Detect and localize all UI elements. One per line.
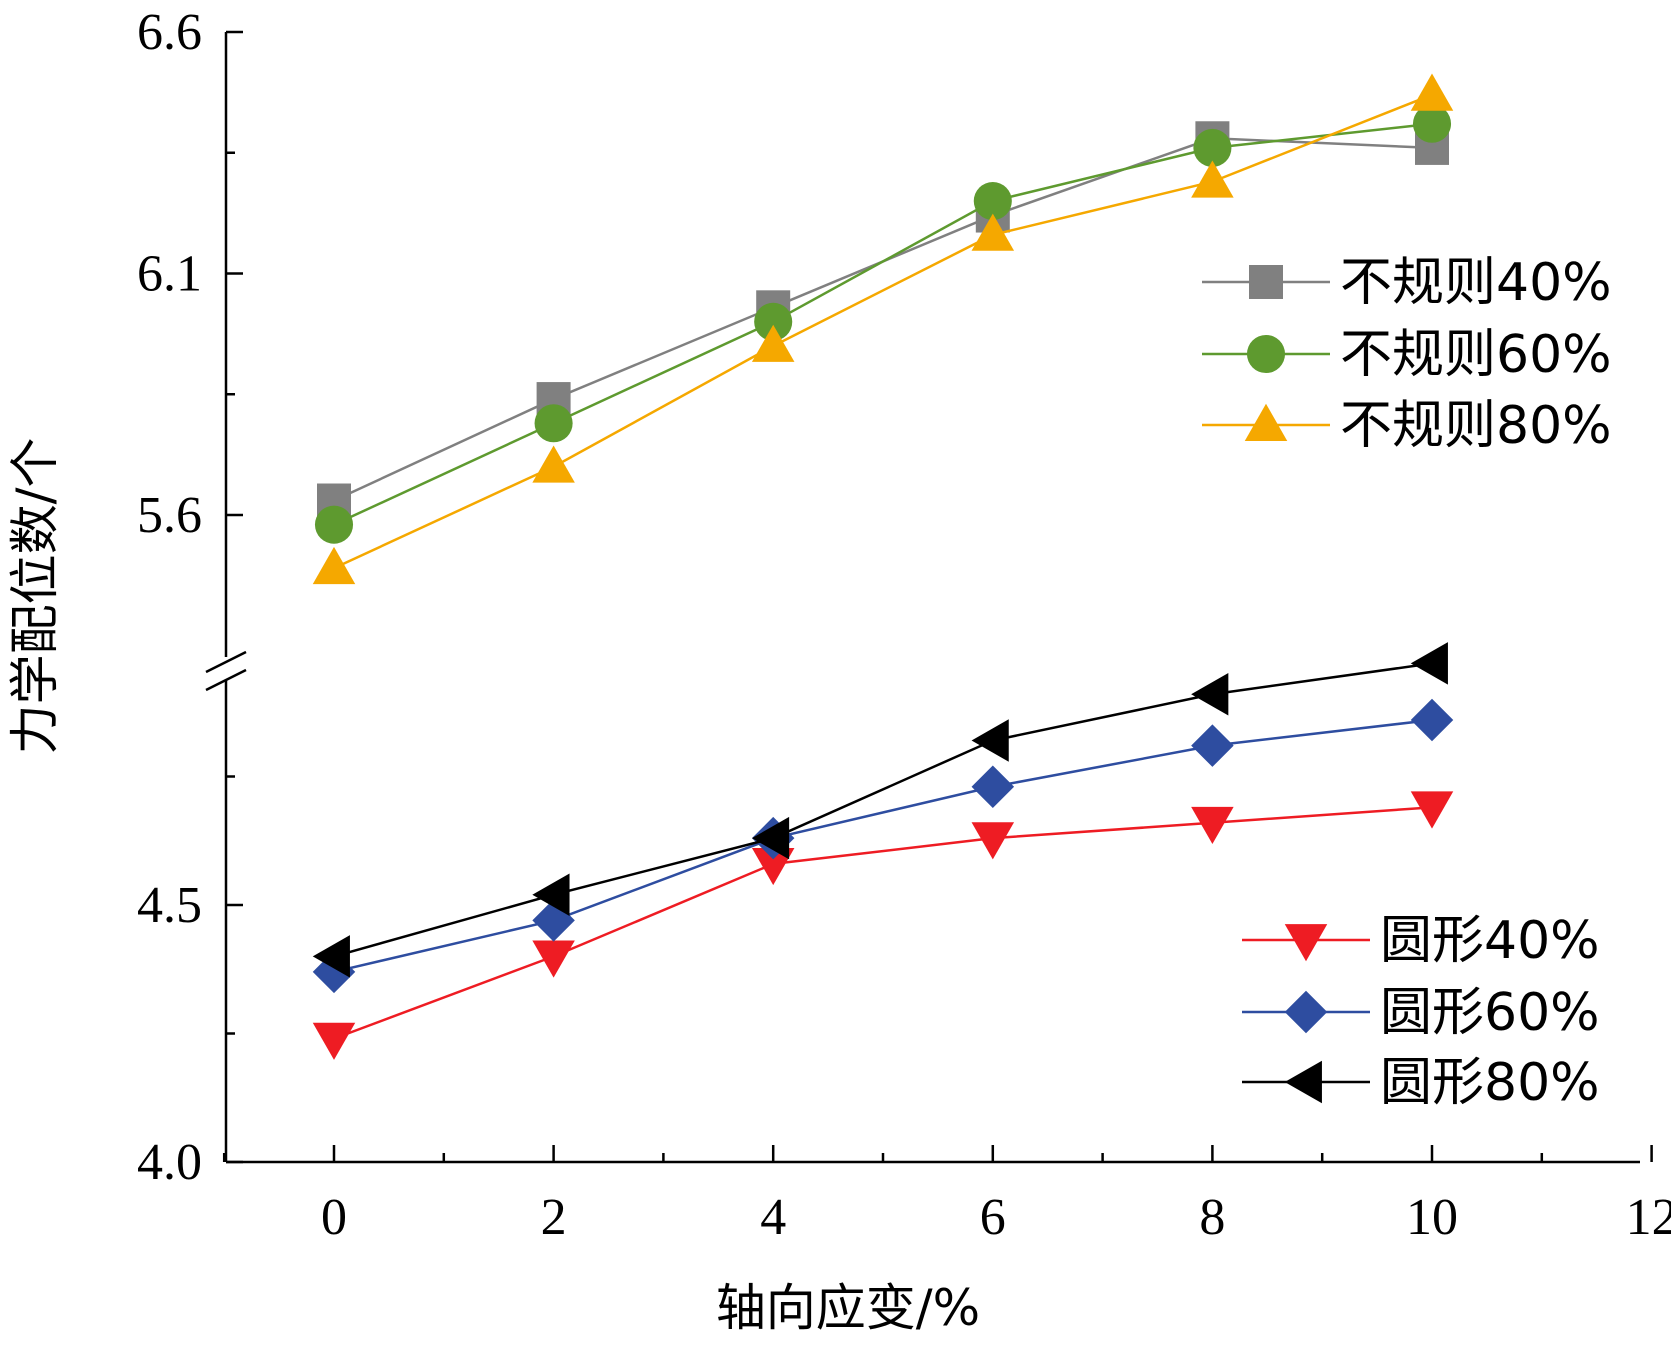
data-point-3-1 (532, 940, 575, 978)
data-point-3-5 (1410, 791, 1454, 829)
data-point-1-0 (314, 505, 354, 544)
series-2 (312, 73, 1454, 585)
data-point-1-3 (973, 182, 1012, 221)
x-tick-label-12: 12 (1626, 1189, 1671, 1246)
data-point-1-2 (754, 302, 793, 341)
y-tick-label-6.6: 6.6 (137, 4, 202, 61)
series-0 (317, 121, 1449, 518)
axis-break-mark-lower (205, 668, 247, 692)
series-4 (312, 698, 1454, 994)
legend-label-0-0: 不规则40% (1340, 253, 1612, 313)
ticks: 0 2 4 6 8 10 12 4.0 4.5 5.6 6.1 6.6 (137, 4, 1671, 1246)
data-point-2-0 (312, 546, 356, 585)
data-point-5-1 (532, 873, 570, 916)
series-line-4 (333, 718, 1433, 974)
legend-label-1-2: 圆形80% (1380, 1053, 1600, 1113)
series-layer (312, 73, 1454, 1060)
series-line-1 (333, 122, 1433, 526)
data-point-2-4 (1191, 160, 1234, 198)
x-tick-label-2: 2 (541, 1189, 567, 1246)
y-tick-label-4.0: 4.0 (137, 1134, 202, 1191)
data-point-3-2 (751, 847, 795, 886)
x-tick-label-8: 8 (1199, 1189, 1225, 1246)
data-point-5-3 (971, 719, 1009, 762)
series-1 (314, 104, 1452, 544)
axes (205, 32, 1640, 1164)
series-5 (312, 642, 1448, 978)
data-point-4-4 (1191, 724, 1234, 767)
data-point-5-2 (751, 816, 790, 860)
x-tick-label-10: 10 (1406, 1189, 1458, 1246)
data-point-4-3 (971, 765, 1015, 809)
legend-layer: 不规则40% 不规则60% 不规则80% 圆形40% 圆形60% 圆形80% (1202, 253, 1612, 1113)
data-point-5-4 (1191, 673, 1229, 716)
legend-label-1-0: 圆形40% (1380, 911, 1600, 971)
legend-marker-0-0 (1249, 265, 1283, 299)
legend-label-0-1: 不规则60% (1340, 325, 1612, 385)
y-tick-label-4.5: 4.5 (137, 877, 202, 934)
y-axis-title: 力学配位数/个 (6, 438, 64, 755)
series-line-2 (333, 93, 1433, 570)
data-point-1-1 (534, 404, 573, 443)
legend-marker-1-0 (1284, 924, 1328, 962)
data-point-2-3 (971, 213, 1015, 251)
data-point-2-5 (1410, 73, 1454, 111)
legend-0: 不规则40% 不规则60% 不规则80% (1202, 253, 1612, 456)
data-point-5-5 (1410, 642, 1448, 685)
data-point-2-2 (751, 324, 795, 362)
data-point-1-5 (1412, 104, 1452, 143)
data-point-3-3 (971, 822, 1015, 860)
data-point-4-5 (1410, 698, 1454, 742)
legend-label-0-2: 不规则80% (1340, 396, 1612, 456)
series-3 (312, 791, 1454, 1060)
series-line-0 (333, 137, 1433, 502)
legend-marker-0-1 (1246, 334, 1286, 374)
data-point-5-0 (312, 935, 350, 978)
data-point-3-4 (1191, 806, 1234, 845)
axis-break-mark-upper (205, 650, 247, 674)
data-point-3-0 (312, 1022, 356, 1060)
x-tick-label-4: 4 (760, 1189, 786, 1246)
legend-marker-1-2 (1284, 1060, 1322, 1104)
series-line-3 (333, 806, 1433, 1040)
x-tick-label-0: 0 (321, 1189, 347, 1246)
legend-marker-1-1 (1284, 990, 1328, 1034)
y-tick-label-6.1: 6.1 (137, 246, 202, 303)
data-point-2-1 (532, 445, 575, 483)
legend-label-1-1: 圆形60% (1380, 983, 1600, 1043)
series-line-5 (333, 662, 1433, 958)
x-tick-label-6: 6 (980, 1189, 1006, 1246)
data-point-1-4 (1193, 128, 1232, 167)
x-axis-title: 轴向应变/% (716, 1279, 980, 1337)
legend-1: 圆形40% 圆形60% 圆形80% (1242, 911, 1600, 1113)
y-tick-label-5.6: 5.6 (137, 487, 202, 544)
legend-marker-0-2 (1244, 403, 1288, 441)
